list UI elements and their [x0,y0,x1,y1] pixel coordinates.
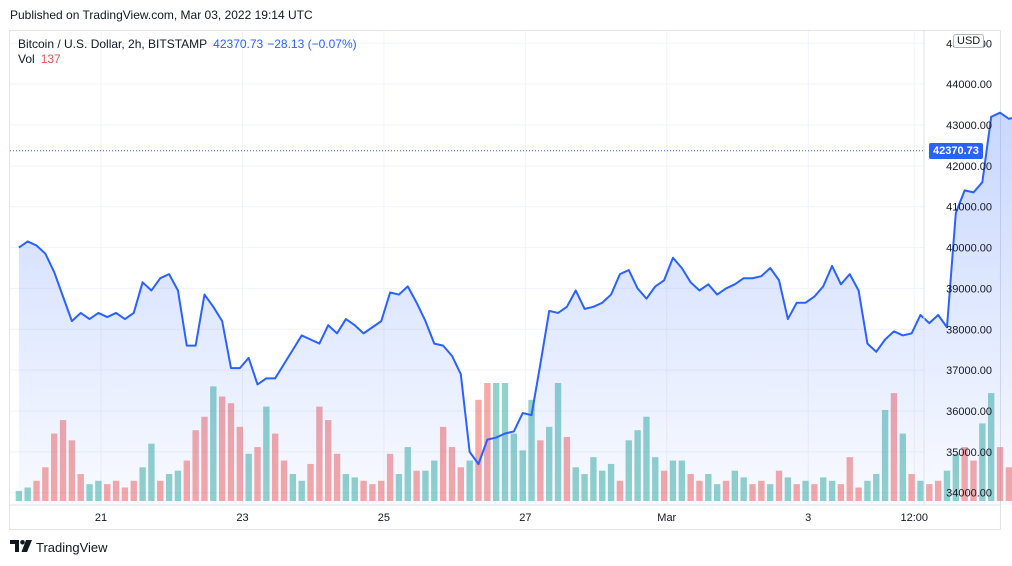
y-tick-label: 40000.00 [946,243,992,255]
y-tick-label: 39000.00 [946,283,992,295]
x-tick-label: 25 [378,512,390,524]
published-label: Published on TradingView.com, Mar 03, 20… [10,8,313,22]
volume-bar [475,399,482,501]
x-tick-label: Mar [657,512,676,524]
currency-button[interactable]: USD [953,34,985,48]
y-tick-label: 44000.00 [946,79,992,91]
y-tick-label: 41000.00 [946,202,992,214]
legend-volume: Vol 137 [18,52,61,66]
volume-label[interactable]: Vol [18,52,35,66]
volume-bar [15,490,23,501]
x-tick-label: 27 [519,512,531,524]
tradingview-brand: TradingView [36,540,108,555]
last-price-tag: 42370.73 [929,142,983,159]
x-tick-label: 23 [236,512,248,524]
x-tick-label: 21 [95,512,107,524]
price-change: −28.13 (−0.07%) [267,37,357,51]
x-tick-label: 3 [805,512,811,524]
symbol-title[interactable]: Bitcoin / U.S. Dollar, 2h, BITSTAMP [18,37,208,51]
y-tick-label: 37000.00 [946,365,992,377]
y-tick-label: 42000.00 [946,161,992,173]
y-tick-label: 43000.00 [946,120,992,132]
tradingview-logo-icon [10,540,32,555]
y-tick-label: 36000.00 [946,406,992,418]
time-axis: 21 23 25 27 Mar 3 12:00 [10,504,1000,524]
price-area [10,66,1012,505]
y-tick-label: 35000.00 [946,447,992,459]
volume-value: 137 [40,52,61,66]
y-tick-label: 34000.00 [946,488,992,500]
price-area-fill [18,112,1012,505]
last-price: 42370.73 [213,37,264,51]
y-tick-label: 38000.00 [946,324,992,336]
footer[interactable]: TradingView [10,540,108,555]
price-line[interactable] [18,66,1012,466]
legend-main: Bitcoin / U.S. Dollar, 2h, BITSTAMP 42370… [18,36,357,52]
x-tick-label: 12:00 [901,512,929,524]
